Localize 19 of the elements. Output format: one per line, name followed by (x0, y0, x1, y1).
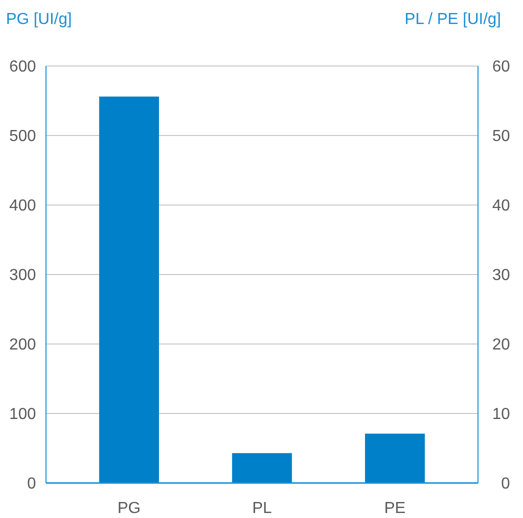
y2-tick-label: 50 (492, 128, 510, 146)
y-tick-label: 300 (9, 267, 36, 284)
y-tick-label: 100 (9, 406, 36, 424)
y2-tick-label: 10 (492, 406, 510, 424)
x-tick-label: PL (252, 500, 272, 517)
x-tick-label: PE (384, 500, 406, 517)
y-tick-label: 600 (9, 58, 36, 76)
y-tick-label: 400 (9, 198, 36, 215)
y-tick-label: 500 (9, 128, 36, 146)
y-tick-label: 200 (9, 336, 36, 354)
y2-tick-label: 0 (501, 476, 510, 493)
y2-axis-title: PL / PE [UI/g] (404, 11, 501, 28)
y2-tick-label: 40 (492, 198, 510, 215)
x-tick-label: PG (118, 500, 141, 517)
y-axis-title: PG [UI/g] (6, 11, 72, 28)
y2-tick-label: 30 (492, 267, 510, 284)
y2-tick-label: 20 (492, 336, 510, 354)
y-tick-label: 0 (27, 476, 36, 493)
y2-tick-label: 60 (492, 58, 510, 76)
